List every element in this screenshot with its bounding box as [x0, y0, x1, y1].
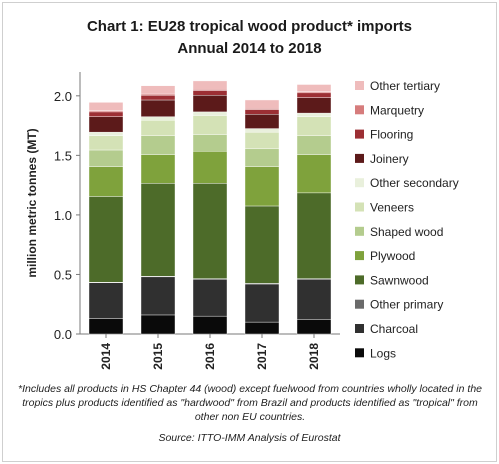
bar-segment [296, 112, 332, 117]
bar-segment [88, 111, 124, 117]
bar-segment [140, 99, 176, 117]
bar-segment [88, 282, 124, 319]
legend-label: Other primary [370, 298, 443, 312]
bar-segment [192, 134, 228, 152]
bar-segment [88, 166, 124, 197]
bar-segment [244, 321, 280, 335]
bar-segment [140, 154, 176, 184]
legend-swatch [355, 251, 364, 261]
legend-swatch [355, 324, 364, 333]
bar-segment [88, 102, 124, 111]
bar-segment [88, 135, 124, 151]
bar-segment [296, 116, 332, 136]
bar-segment [192, 95, 228, 113]
bar-segment [244, 128, 280, 133]
bar-segment [192, 279, 228, 317]
chart-title: Chart 1: EU28 tropical wood product* imp… [86, 18, 413, 35]
legend-swatch [355, 81, 364, 90]
bar-segment [140, 116, 176, 121]
x-tick-label: 2017 [255, 343, 269, 370]
bar-segment [296, 84, 332, 92]
legend-swatch [355, 226, 364, 236]
bar-segment [88, 116, 124, 133]
bar-segment [296, 319, 332, 335]
bar-segment [192, 80, 228, 90]
bar-segment [244, 205, 280, 284]
legend-swatch [355, 275, 364, 285]
bar-segment [88, 149, 124, 167]
legend-label: Veneers [370, 201, 414, 215]
stacked-bar-chart: 0.0 0.5 1.0 1.5 2.0 million metric tonnes (MT… [25, 72, 459, 370]
legend-swatch [355, 178, 364, 188]
bar-segment [244, 114, 280, 129]
footnote: *Includes all products in HS Chapter 44 … [18, 383, 482, 423]
legend-label: Shaped wood [370, 225, 443, 239]
bar-segment [296, 279, 332, 320]
bar-segment [296, 154, 332, 194]
bar-segment [296, 192, 332, 279]
bar-segment [140, 120, 176, 136]
bar-segment [140, 314, 176, 335]
y-tick-label: 0.0 [54, 327, 72, 342]
legend-swatch [355, 105, 364, 115]
legend-label: Other tertiary [370, 79, 440, 93]
bar-segment [140, 135, 176, 155]
legend-label: Charcoal [370, 322, 418, 336]
x-tick-label: 2016 [203, 343, 217, 370]
bar-segment [192, 115, 228, 135]
bar-segment [244, 109, 280, 115]
y-tick-label: 1.5 [54, 148, 72, 163]
bar-segment [244, 283, 280, 323]
bar-segment [140, 85, 176, 95]
bar-segment [88, 131, 124, 136]
bar-segment [140, 276, 176, 316]
legend-swatch [355, 299, 364, 309]
bar-segment [140, 183, 176, 277]
legend-label: Plywood [370, 249, 415, 263]
bar-segment [192, 315, 228, 335]
legend-swatch [355, 153, 364, 163]
source-note: Source: ITTO-IMM Analysis of Eurostat [158, 432, 341, 444]
bar-segment [296, 135, 332, 155]
legend-swatch [355, 202, 364, 212]
bar-segment [244, 99, 280, 109]
legend-swatch [355, 129, 364, 139]
legend-label: Flooring [370, 128, 413, 142]
x-tick-label: 2018 [307, 343, 321, 370]
x-tick-label: 2014 [99, 343, 113, 370]
bar-segment [296, 97, 332, 114]
legend-label: Other secondary [370, 176, 459, 190]
bar-segment [244, 166, 280, 207]
legend-swatch [355, 348, 364, 358]
bar-segment [296, 92, 332, 98]
bar-segment [192, 111, 228, 116]
legend-label: Joinery [370, 152, 409, 166]
bar-segment [244, 148, 280, 167]
bar-segment [192, 150, 228, 184]
bar-segment [88, 196, 124, 283]
bar-segment [88, 318, 124, 335]
y-tick-label: 1.0 [54, 208, 72, 223]
bar-segment [192, 90, 228, 96]
bar-segment [140, 95, 176, 101]
bar-segment [192, 183, 228, 279]
bar-segment [244, 131, 280, 150]
x-tick-label: 2015 [151, 343, 165, 370]
chart-subtitle: Annual 2014 to 2018 [177, 40, 322, 57]
y-tick-label: 2.0 [54, 89, 72, 104]
legend-label: Logs [370, 346, 396, 360]
legend-label: Marquetry [370, 103, 424, 117]
y-axis-label: million metric tonnes (MT) [25, 128, 39, 277]
y-tick-label: 0.5 [54, 267, 72, 282]
legend-label: Sawnwood [370, 273, 429, 287]
